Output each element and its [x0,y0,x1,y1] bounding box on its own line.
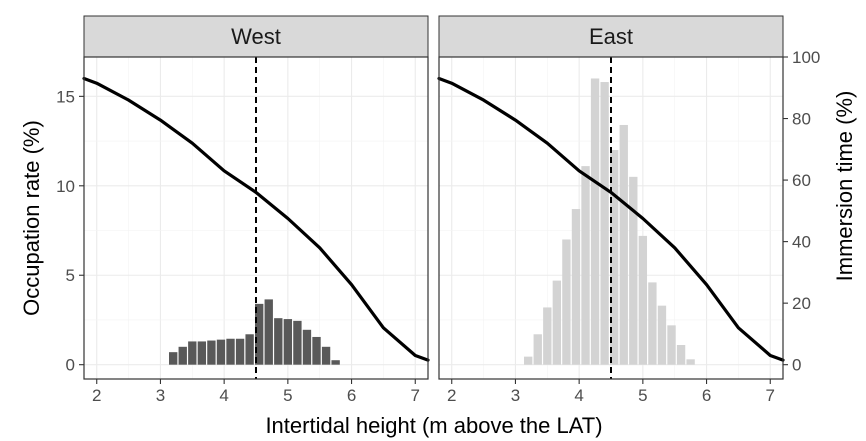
bar-east [590,78,600,365]
y2-tick-label: 60 [792,171,811,190]
bar-east [533,334,542,365]
strip-east [438,15,784,58]
bar-west [178,346,187,365]
x-tick-label: 3 [511,386,520,405]
bar-east [610,150,619,365]
bar-west [331,360,340,365]
bar-east [638,235,648,365]
x-tick-label: 3 [156,386,165,405]
bar-west [216,339,226,365]
x-tick-label: 6 [347,386,356,405]
y-tick-label: 15 [56,87,75,106]
bar-east [619,124,628,365]
bar-west [283,319,293,365]
bars-west [169,299,340,365]
bar-east [629,176,638,365]
bar-west [312,336,321,365]
bar-west [293,320,302,365]
bar-west [235,338,245,365]
x-axis-title: Intertidal height (m above the LAT) [265,413,602,438]
curve-east [437,76,785,362]
bar-west [255,303,264,365]
panel-east: East [437,15,785,380]
x-tick-label: 4 [219,386,228,405]
y2-tick-label: 20 [792,294,811,313]
x-tick-label: 7 [766,386,775,405]
y-tick-label: 0 [66,356,75,375]
bar-west [197,341,207,365]
panel-border-west [83,56,429,380]
y-tick-label: 5 [66,266,75,285]
bar-west [226,338,235,365]
y-axis-right: 0 20 40 60 80 100 [783,48,820,375]
panel-border-east [438,56,784,380]
bar-east [552,280,562,365]
curve-west [82,76,430,362]
y2-tick-label: 80 [792,110,811,129]
x-tick-label: 2 [92,386,101,405]
x-tick-label: 7 [411,386,420,405]
bar-west [264,299,273,365]
x-axis: 2 3 4 5 6 7 2 3 4 5 6 7 [92,379,775,405]
strip-label-east: East [589,24,633,49]
bar-east [571,209,581,365]
x-tick-label: 2 [447,386,456,405]
panel-west: West [82,15,430,380]
bar-east [667,325,676,365]
y2-axis-title: Immersion time (%) [832,91,857,282]
bar-east [648,282,657,365]
bar-west [302,329,312,365]
bars-east [524,78,695,365]
x-tick-label: 5 [283,386,292,405]
y-tick-label: 10 [56,177,75,196]
immersion-curve-east [437,76,785,362]
strip-label-west: West [231,24,281,49]
bar-east [657,305,667,365]
y2-tick-label: 40 [792,233,811,252]
y-axis-title: Occupation rate (%) [19,120,44,316]
x-tick-label: 6 [702,386,711,405]
bar-east [524,356,533,365]
bar-east [581,166,590,365]
y-axis-left: 0 5 10 15 [56,87,84,375]
bar-east [543,307,552,365]
immersion-curve-west [82,76,430,362]
bar-west [169,352,178,365]
bar-west [245,334,254,365]
bar-west [188,341,197,365]
bar-west [321,346,331,365]
bar-west [207,340,216,365]
bar-east [686,359,695,365]
bar-east [562,239,571,365]
x-tick-label: 4 [574,386,583,405]
y2-tick-label: 100 [792,48,820,67]
x-tick-label: 5 [638,386,647,405]
strip-west [83,15,429,58]
bar-east [600,82,609,365]
bar-west [274,318,283,365]
y2-tick-label: 0 [792,356,801,375]
bar-east [676,345,686,365]
